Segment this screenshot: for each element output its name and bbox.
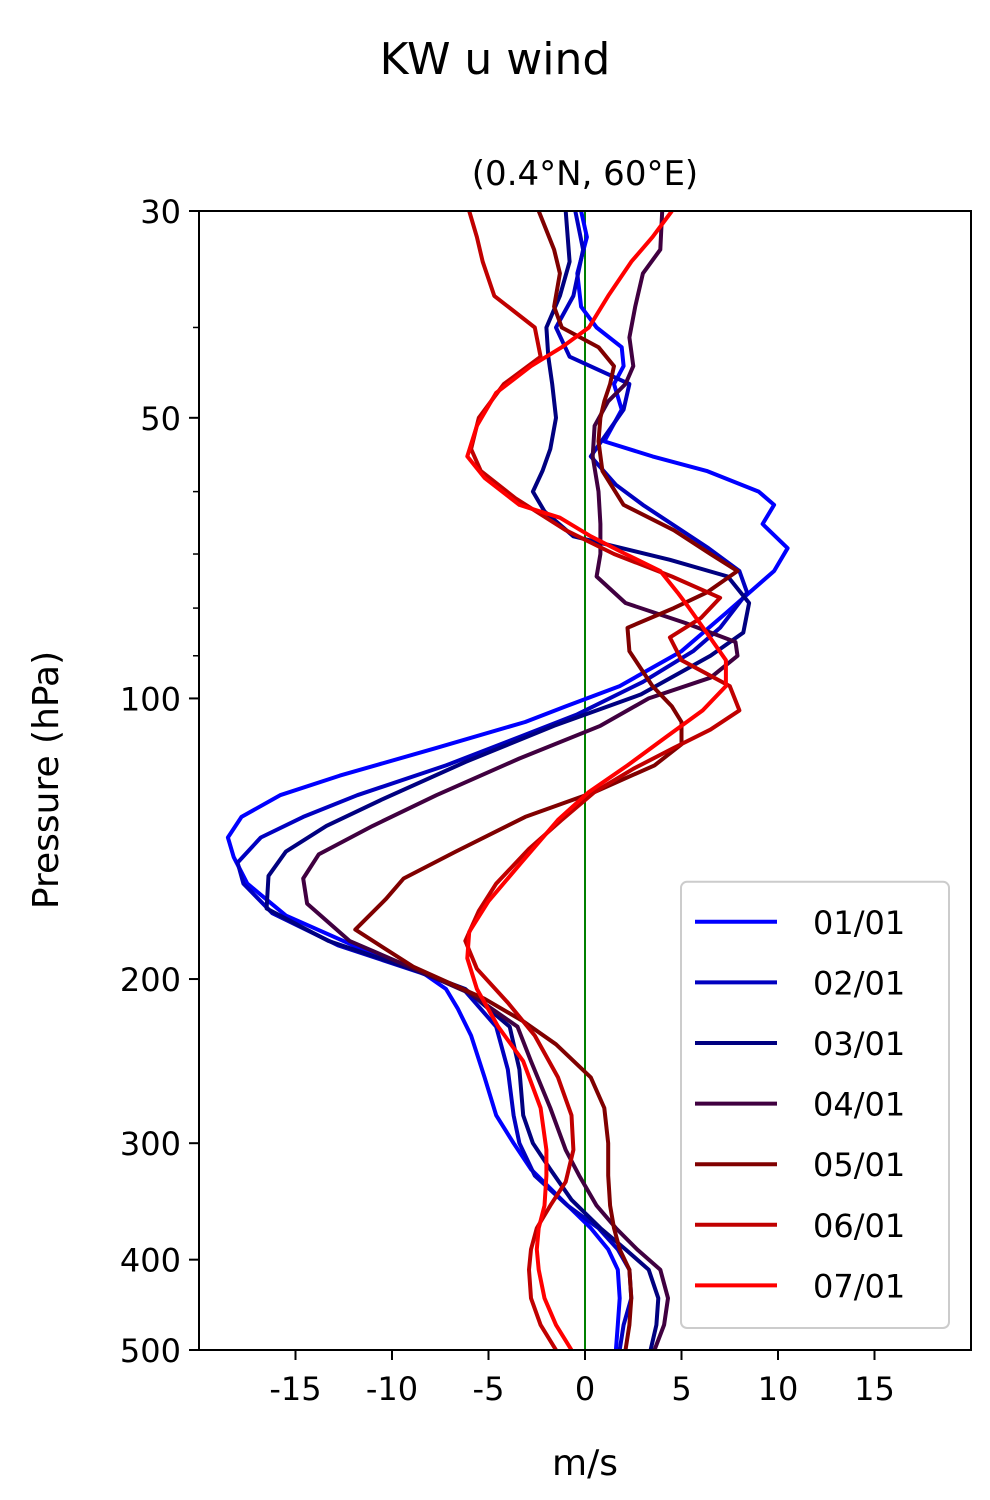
y-tick-label: 100 bbox=[120, 680, 181, 718]
chart-title: (0.4°N, 60°E) bbox=[472, 154, 698, 194]
legend-entry-label: 01/01 bbox=[813, 904, 905, 942]
series-line-6 bbox=[463, 211, 742, 1350]
y-tick-label: 300 bbox=[120, 1125, 181, 1163]
legend-entry-label: 06/01 bbox=[813, 1207, 905, 1245]
y-tick-label: 500 bbox=[120, 1332, 181, 1370]
x-tick-label: 10 bbox=[758, 1370, 799, 1408]
x-tick-label: -15 bbox=[269, 1370, 321, 1408]
x-tick-label: 0 bbox=[575, 1370, 595, 1408]
series-line-1 bbox=[225, 211, 790, 1350]
x-axis-label: m/s bbox=[552, 1443, 618, 1484]
series-line-3 bbox=[264, 211, 752, 1350]
x-tick-label: -10 bbox=[366, 1370, 418, 1408]
legend-entry-label: 05/01 bbox=[813, 1146, 905, 1184]
y-tick-label: 50 bbox=[140, 400, 181, 438]
y-tick-label: 200 bbox=[120, 961, 181, 999]
series-line-4 bbox=[301, 211, 740, 1350]
series-line-7 bbox=[465, 211, 728, 1350]
series-line-5 bbox=[353, 211, 740, 1350]
legend-entry-label: 02/01 bbox=[813, 964, 905, 1002]
legend-box bbox=[680, 880, 950, 1329]
y-tick-label: 400 bbox=[120, 1242, 181, 1280]
legend: 01/01 02/01 03/01 04/01 05/01 06/01 07/01 bbox=[680, 880, 950, 1329]
legend-entry-label: 04/01 bbox=[813, 1086, 905, 1124]
x-tick-label: -5 bbox=[473, 1370, 505, 1408]
series-line-2 bbox=[235, 211, 750, 1350]
y-axis-label: Pressure (hPa) bbox=[26, 651, 67, 909]
x-tick-label: 5 bbox=[671, 1370, 691, 1408]
x-tick-label: 15 bbox=[854, 1370, 895, 1408]
y-tick-label: 30 bbox=[140, 193, 181, 231]
legend-entry-label: 07/01 bbox=[813, 1267, 905, 1305]
chart-suptitle: KW u wind bbox=[380, 34, 611, 85]
legend-entry-label: 03/01 bbox=[813, 1025, 905, 1063]
